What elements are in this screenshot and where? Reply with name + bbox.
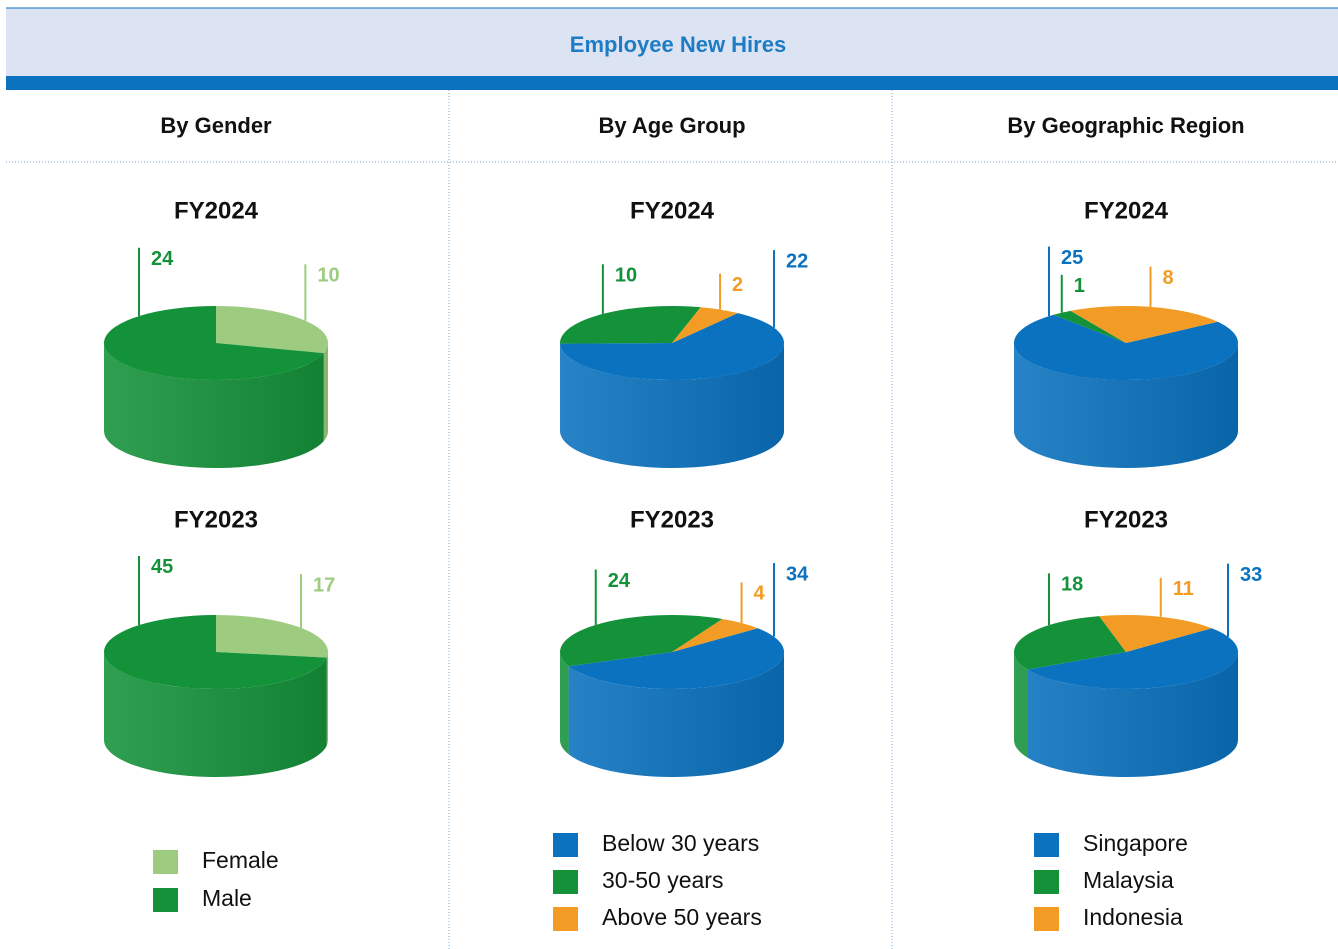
legend-swatch: [1034, 833, 1059, 857]
pie-side-shade: [560, 343, 784, 468]
pie-slice: [1027, 628, 1239, 690]
pie-slice: [1014, 616, 1126, 670]
section-heading: By Gender: [160, 113, 272, 138]
pie-slice: [568, 628, 785, 690]
data-label: 24: [151, 248, 174, 270]
pie-title: FY2023: [174, 506, 258, 533]
legend-label: Indonesia: [1083, 904, 1183, 930]
data-label: 18: [1061, 574, 1083, 596]
data-label: 17: [313, 574, 335, 596]
data-label: 11: [1173, 578, 1194, 600]
legend-swatch: [553, 870, 578, 894]
pie-title: FY2024: [174, 197, 259, 224]
pie-slice: [1053, 310, 1126, 343]
data-label: 24: [608, 570, 631, 592]
pie-slice: [560, 313, 785, 381]
pie-slice: [1070, 305, 1218, 343]
data-label: 1: [1074, 275, 1085, 297]
legend-swatch: [553, 907, 578, 931]
data-label: 22: [786, 250, 808, 272]
legend-swatch: [153, 850, 178, 874]
legend-label: Singapore: [1083, 830, 1188, 856]
legend-label: Below 30 years: [602, 830, 759, 856]
pie-title: FY2023: [1084, 506, 1168, 533]
pie-slice: [216, 615, 329, 658]
pie-side-shade: [560, 652, 784, 777]
data-label: 8: [1163, 267, 1174, 289]
header-bar: [6, 76, 1338, 90]
legend-label: 30-50 years: [602, 867, 723, 893]
pie-slice: [216, 306, 328, 354]
page-title: Employee New Hires: [570, 32, 786, 57]
data-label: 4: [754, 583, 766, 605]
data-label: 2: [732, 274, 743, 296]
legend-label: Malaysia: [1083, 867, 1174, 893]
pie-slice: [103, 306, 324, 380]
pie-slice: [672, 307, 738, 343]
legend-label: Female: [202, 847, 279, 873]
legend-swatch: [1034, 870, 1059, 894]
data-label: 25: [1061, 247, 1083, 269]
pie-side-shade: [104, 652, 328, 777]
pie-slice: [104, 615, 327, 689]
pie-slice: [672, 618, 758, 652]
legend-swatch: [1034, 907, 1059, 931]
pie-slice: [560, 615, 723, 667]
pie-title: FY2024: [1084, 197, 1169, 224]
data-label: 45: [151, 556, 173, 578]
pie-title: FY2023: [630, 506, 714, 533]
pie-slice: [560, 305, 701, 344]
header-band: [6, 8, 1338, 76]
section-heading: By Age Group: [598, 113, 745, 138]
legend-swatch: [553, 833, 578, 857]
pie-side-shade: [1014, 652, 1238, 777]
data-label: 33: [1240, 564, 1262, 586]
legend-label: Male: [202, 885, 252, 911]
data-label: 10: [317, 265, 339, 287]
legend-swatch: [153, 888, 178, 912]
pie-side-shade: [104, 343, 328, 468]
data-label: 34: [786, 563, 809, 585]
pie-title: FY2024: [630, 197, 715, 224]
pie-slice: [1099, 615, 1212, 652]
pie-slice: [1014, 314, 1239, 381]
legend-label: Above 50 years: [602, 904, 762, 930]
section-heading: By Geographic Region: [1007, 113, 1244, 138]
pie-side-shade: [1014, 343, 1238, 468]
data-label: 10: [615, 265, 637, 287]
